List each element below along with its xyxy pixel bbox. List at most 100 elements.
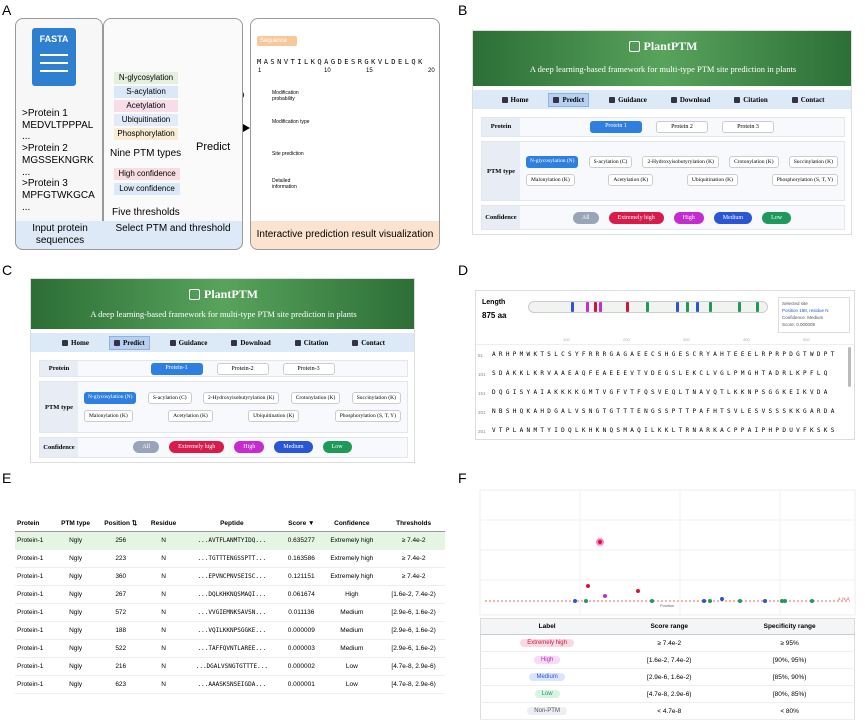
table-cell: [2.9e-6, 1.6e-2) <box>613 669 725 686</box>
confidence-pill[interactable]: High <box>234 441 265 454</box>
nav-item[interactable]: Citation <box>730 94 772 106</box>
ptm-badge: Phosphorylation <box>114 128 178 140</box>
nav-item[interactable]: Citation <box>291 337 333 349</box>
viz-row-label: Modification type <box>272 119 310 125</box>
sequence-line: >Protein 1 <box>22 108 68 119</box>
ruler-label: 100 <box>563 337 570 342</box>
nav-icon <box>169 339 176 346</box>
ptm-button[interactable]: Ubiquitination (K) <box>248 410 300 423</box>
header-row: Label Score range Specificity range <box>480 618 855 635</box>
ptm-button[interactable]: Malonylation (K) <box>84 410 133 423</box>
table-cell: N <box>161 627 166 634</box>
nav-item[interactable]: Download <box>227 337 274 349</box>
ptm-button[interactable]: Phosphorylation (S, T, Y) <box>771 174 838 187</box>
table-cell: Protein-1 <box>17 681 44 688</box>
ptm-button[interactable]: Acetylation (K) <box>608 174 654 187</box>
table-cell: 267 <box>115 591 127 598</box>
track-site <box>646 302 649 312</box>
ruler-label: 400 <box>743 337 750 342</box>
ptm-button[interactable]: S-acylation (C) <box>147 392 192 405</box>
fasta-label: FASTA <box>39 34 69 44</box>
table-cell: [1.6e-2, 7.4e-2) <box>613 652 725 669</box>
ptm-button[interactable]: Acetylation (K) <box>168 410 213 423</box>
confidence-pill[interactable]: Medium <box>713 211 753 224</box>
row-body: Protein 1 Protein 2 Protein 3 <box>520 118 844 136</box>
confidence-pill[interactable]: High <box>673 211 704 224</box>
confidence-pill[interactable]: Extremely high <box>608 211 664 224</box>
range-text: [1.6e-2, 7.4e-2) <box>647 656 692 664</box>
viz-caption: Interactive prediction result visualizat… <box>256 229 434 240</box>
protein-button[interactable]: Protein-1 <box>150 362 203 375</box>
table-cell: [85%, 90%) <box>725 669 854 686</box>
form-row: Protein Protein 1 Protein 2 Protein 3 <box>481 117 845 137</box>
results-table: Protein PTM type Position ⇅ Residue Peptide S… <box>15 515 445 694</box>
table-cell: Extremely high <box>330 573 374 580</box>
ptm-row: Malonylation (K) Acetylation (K) Ubiquitin… <box>526 174 838 187</box>
ptm-button[interactable]: Phosphorylation (S, T, Y) <box>334 410 401 423</box>
confidence-pill[interactable]: All <box>133 441 160 454</box>
confidence-pill[interactable]: Medium <box>274 441 313 454</box>
ptm-button[interactable]: Crotonylation (K) <box>290 392 341 405</box>
title-row: PlantPTM <box>473 39 851 54</box>
table-cell: [1.6e-2, 7.4e-2) <box>391 591 436 598</box>
nav-item[interactable]: Guidance <box>166 337 212 349</box>
predict-label: Predict <box>196 141 231 153</box>
table-row: Protein-1 Ngly 267 N ...DQLKHKNQSMAQI... 0.06… <box>15 586 445 604</box>
row-label: Confidence <box>482 206 520 229</box>
protein-buttons: Protein-1 Protein-2 Protein-3 <box>84 362 401 375</box>
ptm-button[interactable]: Crotonylation (K) <box>729 156 779 169</box>
protein-button[interactable]: Protein 1 <box>590 120 642 133</box>
row-label: Confidence <box>40 437 78 457</box>
nav-item[interactable]: Home <box>58 337 93 349</box>
ptm-button[interactable]: Ubiquitination (K) <box>686 174 738 187</box>
nav-item[interactable]: Contact <box>788 94 829 106</box>
label-pill: Medium <box>529 673 565 681</box>
range-text: ≥ 7.4e-2 <box>657 639 682 647</box>
table-cell: 0.000001 <box>287 681 315 688</box>
confidence-pill[interactable]: Low <box>322 441 352 454</box>
ptm-button[interactable]: Malonylation (K) <box>526 174 575 187</box>
row-label: Protein <box>482 118 520 136</box>
range-text: [90%, 95%) <box>772 656 807 664</box>
nav-item[interactable]: Contact <box>348 337 389 349</box>
caption-band <box>15 221 243 250</box>
ptm-button[interactable]: N-glycosylation (N) <box>526 156 579 169</box>
table-cell: ...AVTFLANMTYIDQ... <box>197 537 267 544</box>
header-cell: Protein <box>17 519 40 527</box>
nav-item[interactable]: Download <box>667 94 714 106</box>
nav-icon <box>734 96 741 103</box>
table-cell: 0.000003 <box>287 645 315 652</box>
table-cell: ...DQLKHKNQSMAQI... <box>197 591 267 598</box>
ptm-button[interactable]: S-acylation (C) <box>588 156 633 169</box>
ptm-button[interactable]: 2-Hydroxyisobutyrylation (K) <box>202 392 280 405</box>
confidence-pill[interactable]: Extremely high <box>169 441 225 454</box>
table-cell: 256 <box>115 537 127 544</box>
table-cell: N <box>161 681 166 688</box>
nav-item[interactable]: Home <box>498 94 533 106</box>
ptm-button[interactable]: Succinylation (K) <box>351 392 401 405</box>
table-row: Protein-1 Ngly 522 N ...TAFFQVNTLAREE... 0.00… <box>15 640 445 658</box>
ptm-button[interactable]: 2-Hydroxyisobutyrylation (K) <box>642 156 719 169</box>
nav-text: Contact <box>800 95 825 104</box>
table-cell: High <box>345 591 359 598</box>
table-cell: ≥ 7.4e-2 <box>613 635 725 652</box>
protein-button[interactable]: Protein 3 <box>722 120 774 133</box>
sequence-line: MGSSEKNGRK <box>22 154 94 166</box>
axis-label: Position <box>660 603 675 608</box>
nav-item[interactable]: Predict <box>108 335 150 350</box>
ptm-button[interactable]: Succinylation (K) <box>788 156 838 169</box>
protein-button[interactable]: Protein-2 <box>216 362 269 375</box>
ptm-button[interactable]: N-glycosylation (N) <box>84 392 137 405</box>
app-screenshot: PlantPTM A deep learning-based framework … <box>30 278 415 463</box>
ptm-row: N-glycosylation (N) S-acylation (C) 2-Hydr… <box>526 156 838 169</box>
header-cell: Specificity range <box>763 623 816 630</box>
ptm-badge: Ubiquitination <box>114 114 178 126</box>
nav-item[interactable]: Predict <box>548 92 590 107</box>
protein-button[interactable]: Protein-3 <box>282 362 335 375</box>
table-cell: ...TAFFQVNTLAREE... <box>197 645 267 652</box>
sequence-row: NBSHQKAHDGALVSNGTGTTTENGSSPTTPAFHTSVLESV… <box>492 408 838 415</box>
confidence-pill[interactable]: Low <box>762 211 792 224</box>
protein-button[interactable]: Protein 2 <box>656 120 708 133</box>
nav-item[interactable]: Guidance <box>605 94 651 106</box>
confidence-pill[interactable]: All <box>572 211 599 224</box>
